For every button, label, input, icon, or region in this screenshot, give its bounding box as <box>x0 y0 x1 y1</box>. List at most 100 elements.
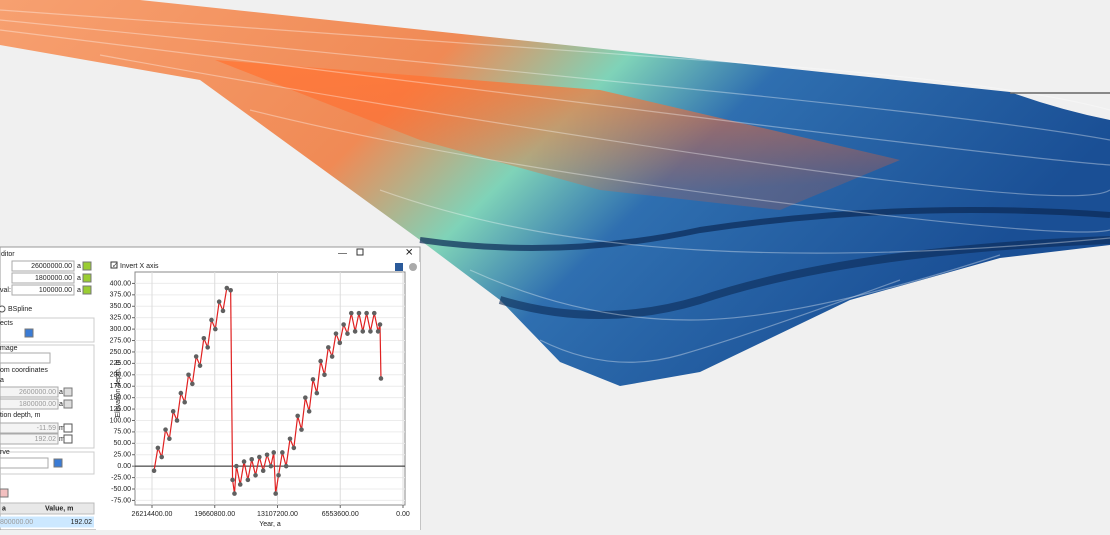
invert-x-checkbox[interactable] <box>110 261 118 269</box>
data-point <box>322 372 327 378</box>
save-button[interactable] <box>395 263 403 271</box>
z-button[interactable] <box>63 434 73 444</box>
icon-button[interactable] <box>63 387 73 397</box>
data-point <box>151 468 157 474</box>
data-point <box>230 477 235 483</box>
field-unit: a <box>77 287 81 294</box>
data-point <box>167 436 172 442</box>
data-point <box>163 427 168 432</box>
table-header-bg <box>0 502 95 515</box>
icon-button[interactable] <box>53 458 63 468</box>
group-box <box>0 317 95 343</box>
surface-band <box>498 236 1110 319</box>
maximize-button[interactable] <box>356 248 364 256</box>
data-point <box>249 457 255 462</box>
input-box[interactable] <box>11 260 75 272</box>
data-point <box>228 287 233 293</box>
input-box[interactable] <box>11 272 75 284</box>
section-label: om coordinates <box>0 367 48 374</box>
input-box[interactable] <box>0 422 59 434</box>
table-row-bg[interactable] <box>0 516 94 528</box>
field-unit: m <box>59 425 65 432</box>
y-tick-label: -50.00 <box>111 486 131 493</box>
y-tick-label: 225.00 <box>110 360 132 367</box>
section-label: rve <box>0 449 10 456</box>
data-point <box>375 329 381 334</box>
data-point <box>232 491 237 496</box>
z-button[interactable] <box>63 423 73 433</box>
y-tick-label: 0.00 <box>117 463 131 470</box>
data-point <box>237 482 243 487</box>
data-point <box>333 331 339 336</box>
y-tick-label: 125.00 <box>110 406 132 413</box>
data-point <box>253 473 258 478</box>
data-point <box>283 463 289 469</box>
invert-x-label: Invert X axis <box>120 263 159 270</box>
data-point <box>326 345 331 350</box>
data-point <box>314 390 320 396</box>
section-label: mage <box>0 345 18 352</box>
settings-button[interactable] <box>409 263 417 271</box>
field-value: 26000000.00 <box>31 263 72 270</box>
data-point <box>341 322 346 327</box>
data-point <box>378 376 384 381</box>
y-tick-label: 250.00 <box>110 349 132 356</box>
y-tick-label: 50.00 <box>113 440 131 447</box>
check-mark: ✓ <box>112 262 118 269</box>
icon-button[interactable] <box>82 285 92 295</box>
icon-button[interactable] <box>24 328 34 338</box>
data-point <box>276 473 281 478</box>
field-value: 1800000.00 <box>19 401 56 408</box>
close-button[interactable]: ✕ <box>405 248 413 259</box>
icon-button[interactable] <box>0 488 9 498</box>
radio-button[interactable] <box>0 305 6 313</box>
input-box[interactable] <box>0 398 59 410</box>
y-tick-label: 300.00 <box>110 326 132 333</box>
input-box[interactable] <box>0 386 59 398</box>
input-box[interactable] <box>11 284 75 296</box>
data-point <box>273 491 278 496</box>
field-value: 100000.00 <box>39 287 72 294</box>
y-tick-label: 150.00 <box>110 394 132 401</box>
data-point <box>257 454 262 460</box>
data-point <box>310 377 316 382</box>
input-box[interactable] <box>0 457 49 469</box>
field-value: -11.59 <box>37 425 56 432</box>
surface-stripes <box>0 9 1110 363</box>
data-point <box>213 326 218 332</box>
minimize-button[interactable]: — <box>338 247 347 257</box>
input-box[interactable] <box>0 433 59 445</box>
plot-area <box>134 271 406 506</box>
data-point <box>329 354 335 359</box>
data-point <box>377 322 383 327</box>
y-tick-label: 200.00 <box>110 372 132 379</box>
table-cell: 800000.00 <box>0 519 33 526</box>
data-point <box>352 329 358 334</box>
y-tick-label: 350.00 <box>110 303 132 310</box>
surface-band <box>419 207 1110 251</box>
field-unit: m <box>59 436 65 443</box>
icon-button[interactable] <box>63 399 73 409</box>
y-tick-label: 375.00 <box>110 292 132 299</box>
table-header: Value, m <box>45 505 73 512</box>
y-tick-label: 175.00 <box>110 383 132 390</box>
render <box>0 0 1110 386</box>
data-point <box>360 329 366 334</box>
field-label: val: <box>0 287 11 294</box>
data-point <box>299 427 304 432</box>
table-cell: 192.02 <box>71 519 93 526</box>
icon-button[interactable] <box>82 273 92 283</box>
data-point <box>197 363 203 368</box>
data-point <box>264 452 270 458</box>
input-box[interactable] <box>0 352 51 364</box>
data-point <box>216 299 222 304</box>
data-point <box>159 454 165 460</box>
x-tick-label: 0.00 <box>396 511 410 518</box>
icon-button[interactable] <box>82 261 92 271</box>
section-label: ects <box>0 320 13 327</box>
data-point <box>318 358 323 364</box>
data-point <box>186 372 191 378</box>
y-tick-label: 275.00 <box>110 337 132 344</box>
field-unit: a <box>77 275 81 282</box>
